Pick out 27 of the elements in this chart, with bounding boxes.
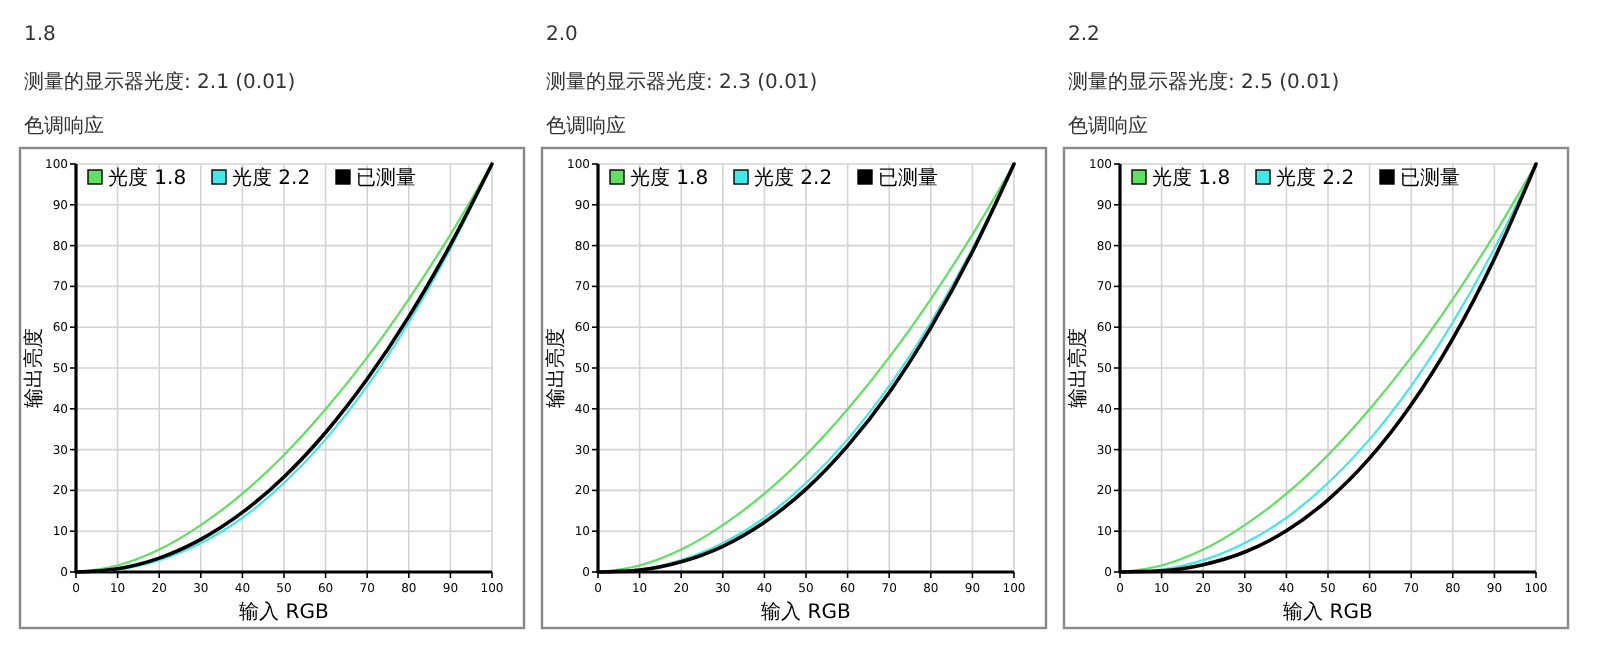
chart-subtitle: 测量的显示器光度: 2.3 (0.01) — [546, 70, 818, 94]
line-series — [1118, 162, 1538, 574]
y-axis-title: 输出亮度 — [22, 328, 46, 408]
x-axis-title: 输入 RGB — [1283, 600, 1373, 624]
text: 色调响应 — [1068, 114, 1148, 138]
legend-label: 光度 1.8 — [1152, 166, 1231, 190]
legend-label: 光度 1.8 — [630, 166, 709, 190]
line-series — [74, 162, 494, 574]
legend-label: 光度 2.2 — [232, 166, 311, 190]
text: 色调响应 — [546, 114, 626, 138]
y-axis-title: 输出亮度 — [544, 328, 568, 408]
legend-label: 已测量 — [1400, 166, 1460, 190]
legend-label: 光度 2.2 — [754, 166, 833, 190]
chart-subtitle: 测量的显示器光度: 2.5 (0.01) — [1068, 70, 1340, 94]
x-axis-title: 输入 RGB — [239, 600, 329, 624]
chart-title: 2.0 — [546, 24, 578, 46]
chart-title: 1.8 — [24, 24, 56, 46]
legend-label: 已测量 — [878, 166, 938, 190]
x-axis-title: 输入 RGB — [761, 600, 851, 624]
chart-title: 2.2 — [1068, 24, 1100, 46]
legend-label: 已测量 — [356, 166, 416, 190]
chart-subtitle: 测量的显示器光度: 2.1 (0.01) — [24, 70, 296, 94]
y-axis-title: 输出亮度 — [1066, 328, 1090, 408]
text: 色调响应 — [24, 114, 104, 138]
legend-label: 光度 2.2 — [1276, 166, 1355, 190]
legend-label: 光度 1.8 — [108, 166, 187, 190]
line-series — [596, 162, 1016, 574]
